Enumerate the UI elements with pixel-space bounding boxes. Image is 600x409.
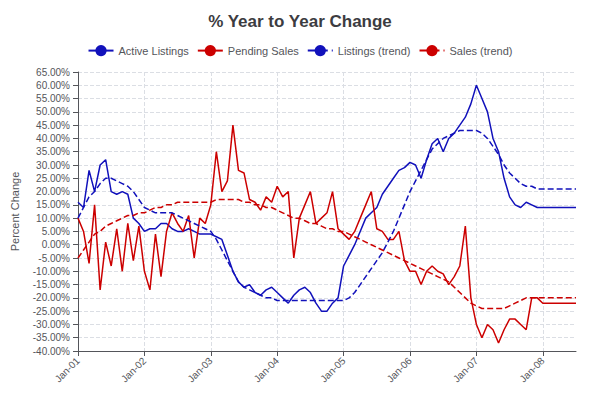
svg-text:10.00%: 10.00% xyxy=(36,213,70,224)
svg-text:Jan-07: Jan-07 xyxy=(451,355,481,385)
svg-text:5.00%: 5.00% xyxy=(42,226,70,237)
svg-text:0.00%: 0.00% xyxy=(42,239,70,250)
svg-text:% Year to Year Change: % Year to Year Change xyxy=(208,12,392,31)
svg-text:Jan-05: Jan-05 xyxy=(318,355,348,385)
svg-text:Pending Sales: Pending Sales xyxy=(228,45,299,57)
svg-text:Active Listings: Active Listings xyxy=(119,45,190,57)
svg-text:20.00%: 20.00% xyxy=(36,186,70,197)
svg-text:Jan-02: Jan-02 xyxy=(119,355,149,385)
svg-text:30.00%: 30.00% xyxy=(36,160,70,171)
svg-text:-10.00%: -10.00% xyxy=(33,266,70,277)
svg-text:-30.00%: -30.00% xyxy=(33,319,70,330)
svg-text:55.00%: 55.00% xyxy=(36,93,70,104)
svg-text:Listings (trend): Listings (trend) xyxy=(338,45,411,57)
svg-text:15.00%: 15.00% xyxy=(36,199,70,210)
svg-text:25.00%: 25.00% xyxy=(36,173,70,184)
svg-text:45.00%: 45.00% xyxy=(36,120,70,131)
svg-text:Jan-04: Jan-04 xyxy=(252,355,282,385)
svg-text:-5.00%: -5.00% xyxy=(38,253,70,264)
svg-text:35.00%: 35.00% xyxy=(36,146,70,157)
svg-text:65.00%: 65.00% xyxy=(36,67,70,78)
svg-text:-25.00%: -25.00% xyxy=(33,306,70,317)
svg-text:50.00%: 50.00% xyxy=(36,106,70,117)
svg-text:Percent Change: Percent Change xyxy=(9,172,21,252)
svg-text:-20.00%: -20.00% xyxy=(33,292,70,303)
svg-text:Sales (trend): Sales (trend) xyxy=(450,45,513,57)
svg-text:Jan-08: Jan-08 xyxy=(517,355,547,385)
svg-text:Jan-01: Jan-01 xyxy=(53,355,83,385)
svg-text:-15.00%: -15.00% xyxy=(33,279,70,290)
svg-text:-40.00%: -40.00% xyxy=(33,346,70,357)
svg-text:Jan-06: Jan-06 xyxy=(385,355,415,385)
svg-text:-35.00%: -35.00% xyxy=(33,332,70,343)
svg-text:Jan-03: Jan-03 xyxy=(185,355,215,385)
svg-text:60.00%: 60.00% xyxy=(36,80,70,91)
svg-text:40.00%: 40.00% xyxy=(36,133,70,144)
